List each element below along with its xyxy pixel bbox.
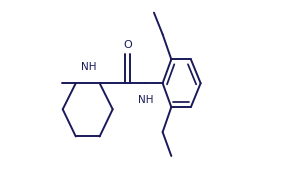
Text: O: O — [124, 40, 132, 49]
Text: NH: NH — [137, 95, 153, 105]
Text: NH: NH — [81, 62, 96, 72]
